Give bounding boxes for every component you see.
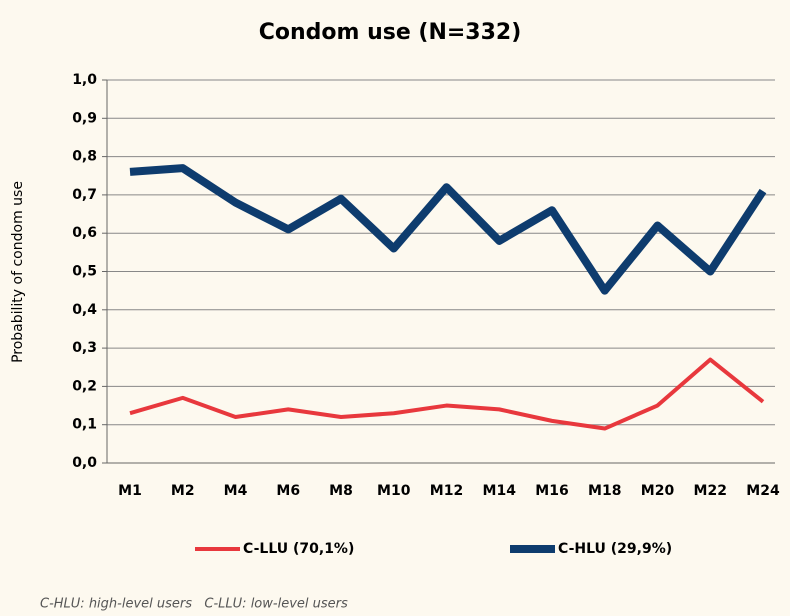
x-tick-label: M24 [746,483,780,499]
x-tick-label: M6 [276,483,300,499]
y-tick-label: 0,0 [72,455,97,471]
x-tick-label: M1 [118,483,142,499]
y-tick-label: 0,5 [72,264,97,280]
x-tick-label: M12 [430,483,463,499]
y-tick-label: 0,4 [72,302,97,318]
y-tick-label: 0,6 [72,225,97,241]
y-tick-label: 0,2 [72,378,97,394]
x-tick-label: M14 [483,483,517,499]
series-line [129,164,767,295]
x-tick-label: M18 [588,483,621,499]
series-line [129,357,765,431]
x-tick-label: M20 [641,483,675,499]
y-tick-label: 1,0 [72,72,97,88]
legend-label: C-HLU (29,9%) [558,541,672,557]
x-tick-label: M22 [694,483,727,499]
x-tick-label: M2 [171,483,195,499]
chart-title: Condom use (N=332) [259,20,522,45]
x-tick-label: M4 [224,483,248,499]
y-axis-label: Probability of condom use [10,181,26,363]
x-tick-label: M8 [329,483,353,499]
legend-label: C-LLU (70,1%) [243,541,354,557]
x-tick-label: M10 [377,483,411,499]
y-tick-label: 0,7 [72,187,97,203]
y-tick-label: 0,8 [72,149,97,165]
y-tick-label: 0,1 [72,417,97,433]
y-tick-label: 0,3 [72,340,97,356]
footnote: C-HLU: high-level users C-LLU: low-level… [40,597,348,612]
y-tick-label: 0,9 [72,110,97,126]
x-tick-label: M16 [535,483,568,499]
